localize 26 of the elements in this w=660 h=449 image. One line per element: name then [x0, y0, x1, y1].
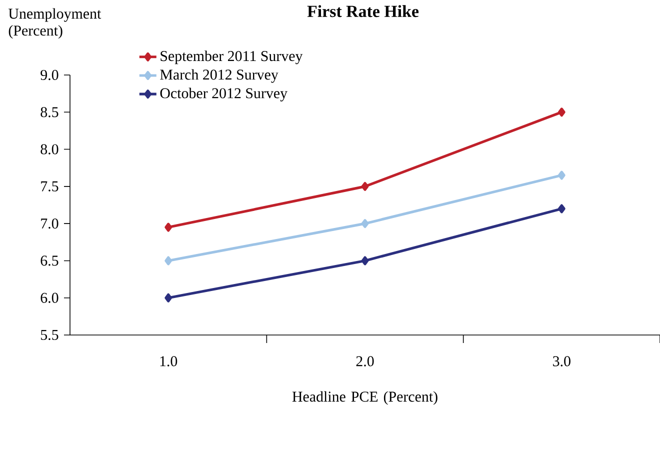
y-tick-label: 8.0: [40, 144, 58, 154]
x-tick-label: 2.0: [356, 356, 374, 366]
y-tick-label: 9.0: [40, 70, 58, 80]
x-tick-label: 1.0: [160, 356, 178, 366]
point: [164, 256, 172, 266]
y-tick-label: 8.5: [40, 107, 58, 118]
point: [361, 219, 369, 228]
legend-label: October 2012 Survey: [160, 88, 288, 102]
y-tick-label: 6.0: [40, 292, 58, 303]
point: [164, 222, 172, 232]
chart-title: First Rate Hike: [307, 5, 419, 18]
point: [558, 204, 566, 214]
legend-label: March 2012 Survey: [160, 69, 278, 83]
point: [361, 256, 369, 266]
point: [361, 182, 369, 191]
x-axis-title: Headline PCE (Percent): [292, 391, 438, 405]
point: [558, 108, 566, 117]
y-tick-label: 7.5: [41, 181, 58, 192]
y-axis-title: Unemployment (Percent): [8, 8, 102, 39]
x-tick-label: 3.0: [553, 356, 570, 366]
point: [164, 293, 172, 302]
point: [558, 170, 566, 180]
y-tick-label: 7.0: [41, 218, 58, 229]
legend-label: September 2011 Survey: [160, 50, 303, 64]
y-tick-label: 5.5: [41, 330, 58, 340]
y-tick-label: 6.5: [40, 256, 58, 266]
